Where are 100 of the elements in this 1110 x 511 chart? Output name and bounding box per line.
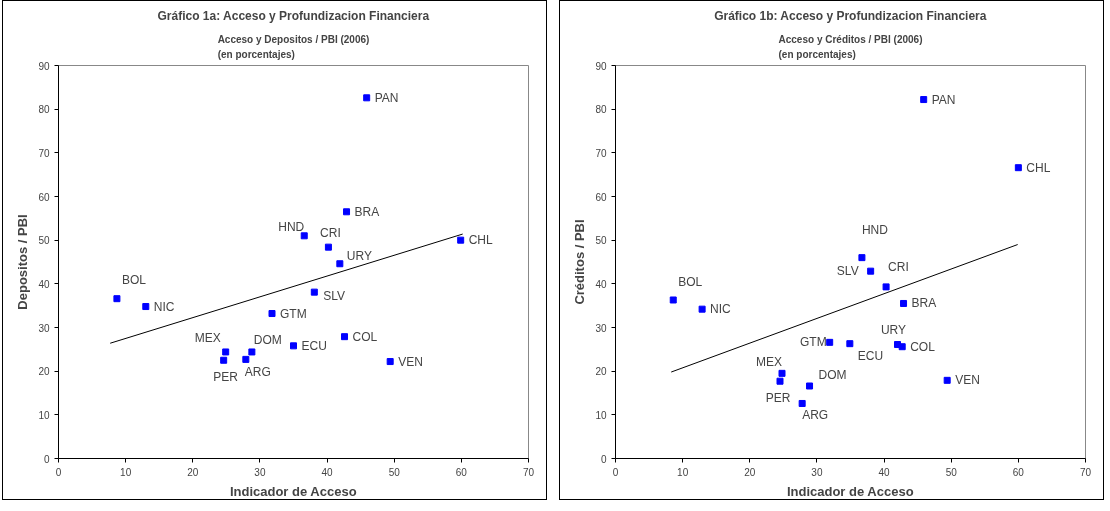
y-axis-title: Depositos / PBI bbox=[15, 214, 31, 310]
annotation: CRI bbox=[320, 226, 341, 241]
y-tick-label: 40 bbox=[38, 278, 50, 290]
annotation: CHL bbox=[468, 233, 494, 248]
annotation: SLV bbox=[836, 264, 859, 279]
chart-title: Gráfico 1b: Acceso y Profundizacion Financiera bbox=[714, 8, 987, 23]
y-tick-label: 80 bbox=[38, 104, 50, 116]
x-tick-label: 20 bbox=[187, 466, 199, 478]
annotation: NIC bbox=[710, 302, 732, 317]
annotation: PER bbox=[213, 370, 239, 385]
point bbox=[698, 305, 706, 313]
y-tick-label: 90 bbox=[38, 60, 50, 72]
annotation: BRA bbox=[911, 296, 937, 311]
point bbox=[290, 342, 297, 350]
point bbox=[363, 94, 371, 102]
annotation: PER bbox=[765, 391, 791, 406]
y-tick-label: 60 bbox=[38, 191, 50, 203]
point bbox=[920, 96, 928, 104]
point bbox=[882, 283, 890, 291]
point bbox=[776, 377, 784, 385]
point bbox=[324, 243, 332, 251]
point bbox=[343, 208, 351, 216]
y-tick-label: 70 bbox=[595, 147, 607, 159]
annotation: PAN bbox=[374, 90, 399, 105]
annotation: HND bbox=[861, 222, 889, 237]
annotation: URY bbox=[880, 322, 907, 337]
point bbox=[898, 343, 906, 351]
point bbox=[222, 348, 230, 356]
y-tick-label: 30 bbox=[595, 322, 607, 334]
annotation: GTM bbox=[280, 306, 307, 321]
y-tick-label: 70 bbox=[38, 147, 50, 159]
x-tick-label: 50 bbox=[388, 466, 401, 478]
point bbox=[1014, 164, 1022, 172]
y-tick-label: 0 bbox=[43, 453, 50, 465]
x-tick-label: 60 bbox=[1012, 466, 1025, 478]
point bbox=[113, 295, 121, 303]
x-axis-title: Indicador de Acceso bbox=[229, 483, 357, 499]
y-tick-label: 80 bbox=[595, 104, 607, 116]
annotation: CRI bbox=[888, 259, 909, 274]
annotation: BOL bbox=[678, 274, 703, 289]
point bbox=[900, 299, 908, 307]
point bbox=[310, 288, 318, 296]
y-tick-label: 30 bbox=[38, 322, 50, 334]
point bbox=[778, 369, 786, 377]
point bbox=[220, 356, 228, 364]
point bbox=[341, 333, 349, 341]
annotation: COL bbox=[352, 329, 378, 344]
y-tick-label: 40 bbox=[595, 278, 607, 290]
y-tick-label: 10 bbox=[595, 409, 607, 421]
annotation: MEX bbox=[756, 355, 783, 370]
annotation: DOM bbox=[818, 368, 847, 383]
annotation: COL bbox=[910, 339, 936, 354]
point bbox=[268, 310, 276, 318]
annotation: ARG bbox=[802, 408, 829, 423]
chart-subtitle: Acceso y Créditos / PBI (2006) (en porcentajes) bbox=[778, 34, 923, 61]
annotation: VEN bbox=[398, 354, 423, 369]
x-axis-title: Indicador de Acceso bbox=[786, 483, 914, 499]
point bbox=[242, 355, 250, 363]
chart-subtitle: Acceso y Depositos / PBI (2006) (en porcentajes) bbox=[217, 34, 370, 61]
x-tick-label: 10 bbox=[120, 466, 132, 478]
x-tick-label: 0 bbox=[55, 466, 62, 478]
x-tick-label: 40 bbox=[321, 466, 334, 478]
y-tick-label: 50 bbox=[595, 235, 607, 247]
chart-title: Gráfico 1a: Acceso y Profundizacion Financiera bbox=[157, 8, 430, 23]
annotation: GTM bbox=[800, 335, 827, 350]
annotation: ECU bbox=[301, 338, 327, 353]
x-tick-label: 40 bbox=[878, 466, 891, 478]
y-tick-label: 60 bbox=[595, 191, 607, 203]
y-tick-label: 20 bbox=[595, 366, 607, 378]
x-tick-label: 30 bbox=[254, 466, 266, 478]
annotation: VEN bbox=[955, 373, 980, 388]
annotation: PAN bbox=[931, 92, 956, 107]
annotation: HND bbox=[278, 219, 305, 234]
y-tick-label: 20 bbox=[38, 366, 50, 378]
point bbox=[826, 338, 834, 346]
point bbox=[300, 232, 308, 240]
annotation: MEX bbox=[194, 330, 221, 345]
x-tick-label: 60 bbox=[455, 466, 468, 478]
point bbox=[806, 382, 814, 390]
point bbox=[867, 267, 875, 275]
point bbox=[858, 254, 866, 262]
x-tick-label: 70 bbox=[522, 466, 535, 478]
point bbox=[943, 376, 951, 384]
y-tick-label: 0 bbox=[600, 453, 607, 465]
annotation: BOL bbox=[121, 272, 147, 287]
x-tick-label: 0 bbox=[612, 466, 619, 478]
annotation: ARG bbox=[244, 365, 271, 380]
point bbox=[142, 303, 150, 311]
annotation: URY bbox=[346, 248, 372, 263]
point bbox=[386, 358, 394, 366]
point bbox=[846, 340, 854, 348]
y-tick-label: 50 bbox=[38, 235, 50, 247]
x-tick-label: 30 bbox=[811, 466, 823, 478]
annotation: DOM bbox=[253, 332, 282, 347]
y-tick-label: 90 bbox=[595, 60, 607, 72]
annotation: ECU bbox=[857, 348, 884, 363]
annotation: CHL bbox=[1026, 160, 1051, 175]
point bbox=[336, 260, 344, 268]
x-tick-label: 20 bbox=[744, 466, 756, 478]
point bbox=[669, 296, 677, 304]
